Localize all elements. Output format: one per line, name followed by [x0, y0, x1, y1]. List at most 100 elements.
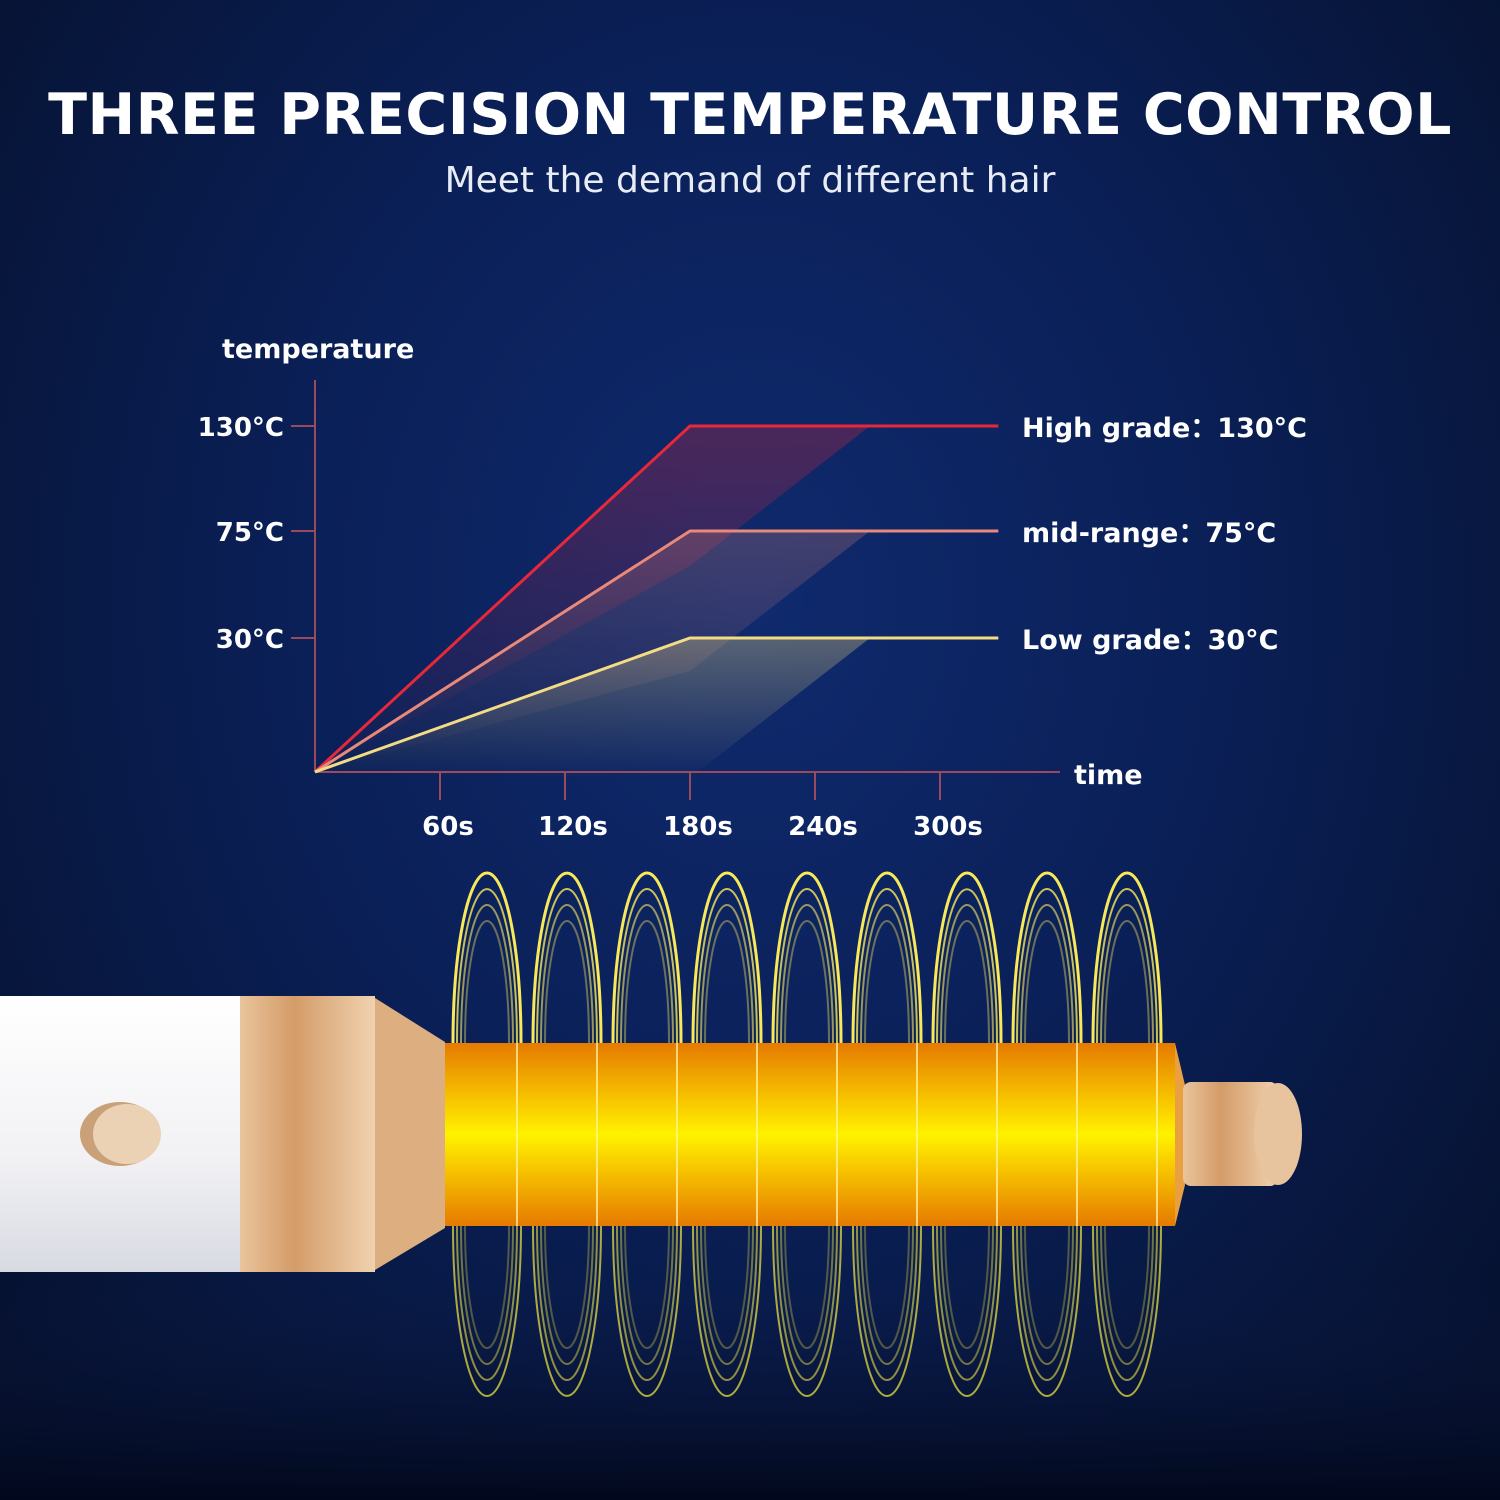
heat-ring-top	[700, 904, 754, 1044]
heat-ring-bottom	[620, 1225, 674, 1365]
heat-ring-bottom	[932, 1225, 1002, 1397]
heat-ring-bottom	[1016, 1225, 1078, 1381]
page-title: THREE PRECISION TEMPERATURE CONTROL	[48, 82, 1452, 148]
heat-ring-top	[936, 888, 998, 1044]
heat-ring-top	[531, 871, 603, 1044]
heat-ring-bottom	[540, 1225, 594, 1365]
y-tick-label: 130°C	[198, 413, 284, 443]
heat-ring-bottom	[460, 1225, 514, 1365]
series-line	[314, 636, 999, 774]
heat-ring-top	[464, 920, 510, 1044]
x-tick-label: 60s	[422, 812, 474, 842]
heat-ring-top	[860, 904, 914, 1044]
series-label: mid-range：75°C	[1022, 518, 1276, 549]
heat-ring-top	[1100, 904, 1154, 1044]
heat-ring-top	[944, 920, 990, 1044]
series-line	[313, 424, 999, 774]
heat-ring-top	[616, 888, 678, 1044]
heat-ring-bottom	[772, 1225, 842, 1397]
heat-ring-bottom	[452, 1225, 522, 1397]
heat-ring-bottom	[704, 1225, 750, 1349]
heat-ring-bottom	[940, 1225, 994, 1365]
heat-ring-top	[940, 904, 994, 1044]
heat-ring-bottom	[852, 1225, 922, 1397]
heat-ring-top	[536, 888, 598, 1044]
heat-ring-bottom	[780, 1225, 834, 1365]
heat-ring-bottom	[612, 1225, 682, 1397]
gold-collar	[240, 996, 375, 1272]
heat-ring-top	[771, 871, 843, 1044]
heat-ring-top	[691, 871, 763, 1044]
heat-ring-top	[696, 888, 758, 1044]
heat-ring-top	[1020, 904, 1074, 1044]
heat-ring-bottom	[1100, 1225, 1154, 1365]
series-label: High grade：130°C	[1022, 413, 1307, 444]
collar-taper	[375, 998, 445, 1270]
heat-ring-bottom	[624, 1225, 670, 1349]
heat-ring-bottom	[1012, 1225, 1082, 1397]
heat-ring-top	[624, 920, 670, 1044]
heat-ring-top	[544, 920, 590, 1044]
heat-ring-top	[851, 871, 923, 1044]
power-button[interactable]	[80, 1102, 161, 1166]
heat-ring-top	[460, 904, 514, 1044]
heat-ring-top	[931, 871, 1003, 1044]
heat-ring-bottom	[1024, 1225, 1070, 1349]
heat-ring-top	[1096, 888, 1158, 1044]
heat-ring-top	[620, 904, 674, 1044]
heat-ring-bottom	[1104, 1225, 1150, 1349]
heat-ring-bottom	[1092, 1225, 1162, 1397]
barrel-tip	[1183, 1082, 1278, 1186]
series-line	[314, 529, 999, 774]
heat-ring-bottom	[860, 1225, 914, 1365]
y-tick-label: 75°C	[216, 518, 284, 548]
heating-barrel	[445, 1043, 1175, 1226]
heat-ring-bottom	[944, 1225, 990, 1349]
heat-ring-top	[1104, 920, 1150, 1044]
heat-ring-top	[780, 904, 834, 1044]
temperature-chart: temperature time 130°C 75°C 30°C 60s 120s 180…	[198, 334, 1307, 842]
heat-ring-bottom	[692, 1225, 762, 1397]
heat-ring-top	[1024, 920, 1070, 1044]
heat-ring-bottom	[1096, 1225, 1158, 1381]
y-tick-label: 30°C	[216, 625, 284, 655]
heat-wave-rings	[451, 871, 1163, 1397]
heat-ring-top	[456, 888, 518, 1044]
heat-ring-bottom	[936, 1225, 998, 1381]
x-axis-label: time	[1074, 760, 1143, 791]
heat-ring-bottom	[1020, 1225, 1074, 1365]
heat-ring-top	[540, 904, 594, 1044]
heat-ring-bottom	[864, 1225, 910, 1349]
x-tick-label: 240s	[788, 812, 858, 842]
heat-ring-top	[856, 888, 918, 1044]
page-subtitle: Meet the demand of different hair	[444, 160, 1056, 201]
heat-ring-bottom	[700, 1225, 754, 1365]
heat-ring-top	[784, 920, 830, 1044]
y-axis-label: temperature	[222, 334, 414, 365]
x-tick-label: 120s	[538, 812, 608, 842]
heat-ring-top	[611, 871, 683, 1044]
heat-ring-top	[776, 888, 838, 1044]
heat-ring-bottom	[776, 1225, 838, 1381]
heat-ring-top	[1016, 888, 1078, 1044]
x-tick-label: 300s	[913, 812, 983, 842]
series-label: Low grade：30°C	[1022, 625, 1279, 656]
x-tick-label: 180s	[663, 812, 733, 842]
heat-ring-bottom	[464, 1225, 510, 1349]
heat-ring-bottom	[616, 1225, 678, 1381]
heat-ring-bottom	[696, 1225, 758, 1381]
heat-ring-top	[864, 920, 910, 1044]
heat-ring-bottom	[856, 1225, 918, 1381]
heat-ring-bottom	[784, 1225, 830, 1349]
heat-ring-bottom	[456, 1225, 518, 1381]
heat-ring-top	[451, 871, 523, 1044]
heat-ring-bottom	[536, 1225, 598, 1381]
series-glow	[315, 531, 870, 772]
series-glow	[315, 638, 870, 778]
heat-ring-top	[704, 920, 750, 1044]
heat-ring-top	[1091, 871, 1163, 1044]
heat-ring-bottom	[532, 1225, 602, 1397]
heat-ring-bottom	[544, 1225, 590, 1349]
heat-ring-top	[1011, 871, 1083, 1044]
